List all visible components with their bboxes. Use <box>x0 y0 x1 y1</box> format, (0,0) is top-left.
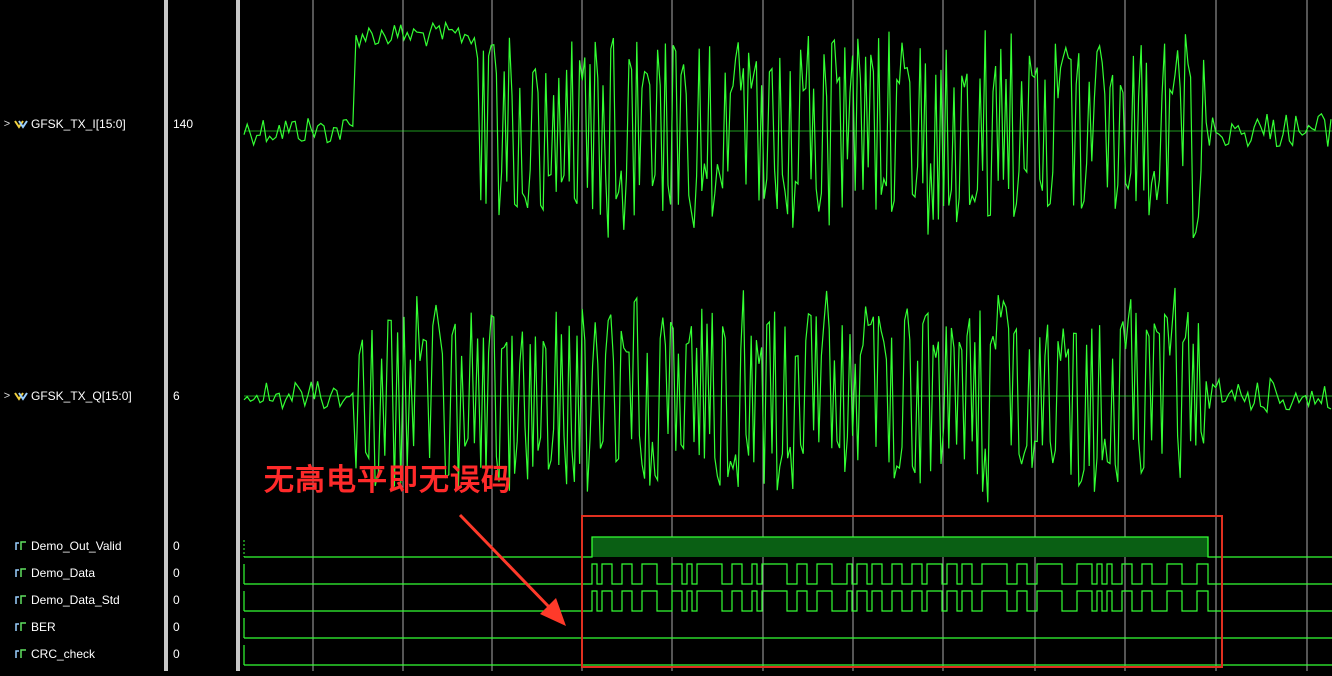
signal-label: Demo_Out_Valid <box>31 539 122 553</box>
signal-value: 0 <box>173 593 180 607</box>
column-splitter[interactable] <box>236 0 240 671</box>
signal-name-panel: > GFSK_TX_I[15:0] > GFSK_TX_Q[15:0] Demo… <box>0 0 164 671</box>
signal-value: 0 <box>173 566 180 580</box>
column-splitter[interactable] <box>164 0 168 671</box>
signal-label: GFSK_TX_Q[15:0] <box>31 389 132 403</box>
waveform-demo-out-valid-fill <box>592 537 1208 557</box>
bit-icon <box>15 622 26 631</box>
signal-row-gfsk-tx-i[interactable]: > GFSK_TX_I[15:0] <box>0 114 126 134</box>
signal-label: BER <box>31 620 56 634</box>
signal-label: GFSK_TX_I[15:0] <box>31 117 126 131</box>
signal-value: 140 <box>173 117 194 131</box>
signal-value: 0 <box>173 539 180 553</box>
signal-value: 6 <box>173 389 180 403</box>
signal-row-gfsk-tx-q[interactable]: > GFSK_TX_Q[15:0] <box>0 386 132 406</box>
waveform-svg[interactable] <box>240 0 1332 671</box>
signal-value-panel: 140 6 0 0 0 0 0 <box>168 0 236 671</box>
waveform-crc-check <box>243 645 1332 666</box>
signal-value: 0 <box>173 647 180 661</box>
signal-label: Demo_Data_Std <box>31 593 120 607</box>
bus-icon <box>14 120 28 129</box>
bus-icon <box>14 392 28 401</box>
signal-value: 0 <box>173 620 180 634</box>
waveform-ber <box>243 618 1332 639</box>
signal-label: CRC_check <box>31 647 96 661</box>
signal-row-demo-data[interactable]: Demo_Data <box>0 563 95 583</box>
waveform-demo-data <box>243 563 1332 585</box>
bit-icon <box>15 568 26 577</box>
signal-row-demo-data-std[interactable]: Demo_Data_Std <box>0 590 120 610</box>
waveform-gfsk-tx-q <box>243 287 1332 503</box>
annotation-text: 无高电平即无误码 <box>264 463 512 498</box>
signal-row-crc-check[interactable]: CRC_check <box>0 644 95 664</box>
bit-icon <box>15 649 26 658</box>
signal-label: Demo_Data <box>31 566 96 580</box>
expand-chevron-icon[interactable]: > <box>3 118 11 130</box>
signal-row-ber[interactable]: BER <box>0 617 56 637</box>
waveform-demo-data-std <box>243 590 1332 612</box>
waveform-gfsk-tx-i <box>243 20 1332 239</box>
bit-icon <box>15 541 26 550</box>
waveform-canvas[interactable] <box>240 0 1332 671</box>
bit-icon <box>15 595 26 604</box>
expand-chevron-icon[interactable]: > <box>3 390 11 402</box>
signal-row-demo-out-valid[interactable]: Demo_Out_Valid <box>0 536 122 556</box>
